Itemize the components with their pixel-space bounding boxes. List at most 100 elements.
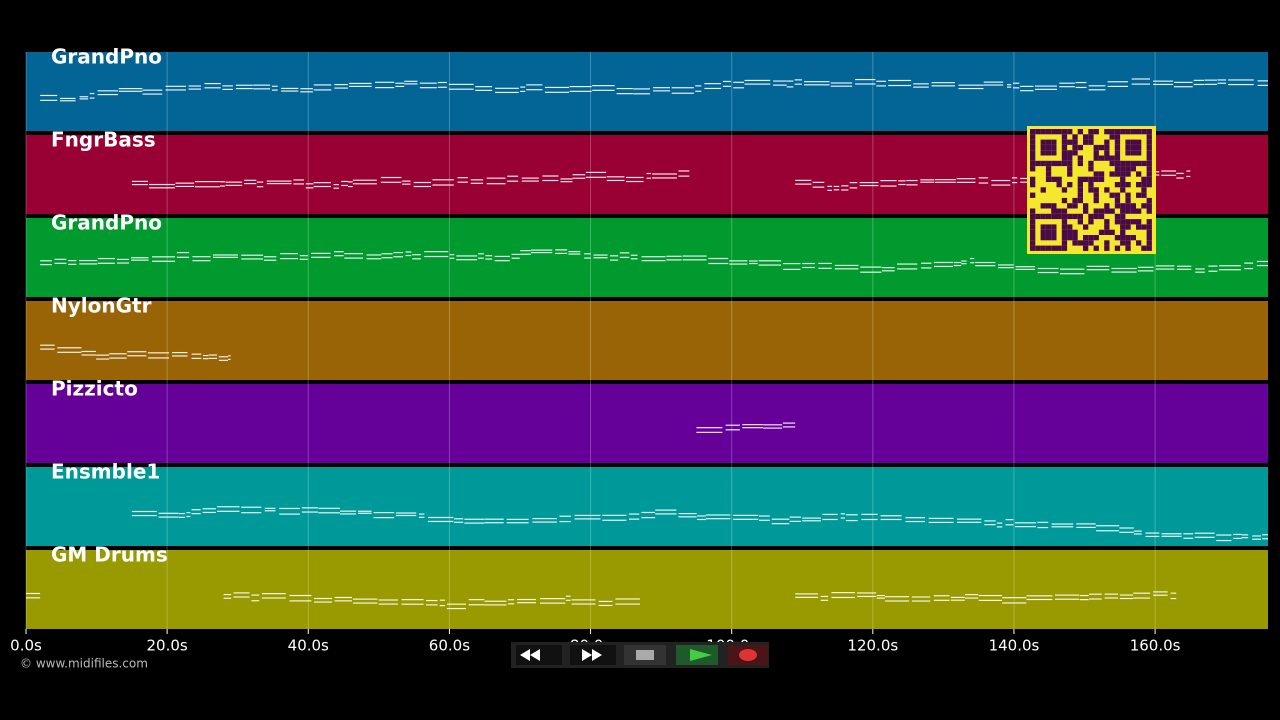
note: [602, 519, 627, 521]
qr-cell: [1040, 160, 1046, 167]
qr-cell: [1146, 134, 1152, 140]
track-name: NylonGtr: [51, 294, 152, 318]
qr-cell: [1098, 155, 1105, 161]
note: [965, 597, 979, 599]
qr-cell: [1056, 245, 1062, 251]
qr-cell: [1067, 166, 1073, 172]
note: [506, 518, 529, 520]
note: [96, 354, 110, 356]
qr-cell: [1114, 160, 1121, 167]
note: [978, 177, 989, 179]
note: [831, 592, 855, 594]
note: [1228, 83, 1254, 86]
note: [1131, 78, 1150, 80]
note: [178, 512, 186, 515]
qr-cell: [1077, 160, 1083, 167]
note: [1011, 177, 1018, 179]
note: [1133, 533, 1142, 535]
note: [380, 176, 402, 179]
note: [1161, 170, 1177, 172]
note: [913, 83, 929, 85]
qr-cell: [1072, 240, 1078, 246]
rewind-button[interactable]: [516, 645, 562, 665]
note: [652, 173, 677, 175]
note: [378, 603, 398, 605]
note: [454, 521, 464, 523]
note: [1086, 265, 1110, 267]
note: [305, 187, 314, 189]
qr-cell: [1109, 229, 1115, 235]
note: [559, 515, 571, 517]
note: [1195, 268, 1205, 270]
qr-cell: [1061, 150, 1068, 156]
play-button[interactable]: [676, 645, 718, 665]
qr-cell: [1104, 144, 1110, 151]
qr-cell: [1114, 171, 1121, 177]
note: [192, 260, 211, 262]
note: [439, 605, 446, 607]
note: [131, 183, 148, 186]
qr-cell: [1120, 203, 1126, 209]
note: [228, 358, 231, 360]
note: [773, 84, 787, 86]
qr-cell: [1141, 187, 1147, 193]
note: [1161, 535, 1182, 537]
record-button[interactable]: [728, 645, 768, 665]
note: [827, 189, 833, 191]
note: [633, 93, 651, 95]
stop-button[interactable]: [624, 645, 666, 665]
note: [697, 515, 706, 517]
note: [911, 600, 931, 602]
note: [606, 176, 625, 178]
note: [203, 354, 209, 357]
note: [555, 249, 568, 251]
note: [975, 261, 996, 264]
note: [619, 256, 630, 258]
note: [606, 179, 625, 182]
note: [313, 84, 332, 86]
qr-cell: [1104, 229, 1110, 235]
note: [191, 513, 201, 515]
note: [172, 351, 188, 354]
note-span: [131, 506, 1268, 542]
qr-cell: [1136, 129, 1142, 135]
qr-cell: [1098, 208, 1105, 214]
qr-cell: [1146, 224, 1152, 230]
note: [188, 88, 201, 90]
note: [880, 518, 902, 521]
note: [432, 179, 454, 181]
note: [241, 254, 264, 256]
note: [571, 603, 596, 605]
qr-cell: [1136, 171, 1142, 177]
qr-cell: [1030, 176, 1036, 182]
note: [521, 177, 539, 179]
forward-button[interactable]: [570, 645, 616, 665]
note: [478, 257, 484, 259]
qr-cell: [1067, 129, 1073, 135]
note: [313, 89, 332, 91]
qr-cell: [1109, 129, 1115, 135]
qr-cell: [1130, 160, 1136, 167]
note: [961, 263, 967, 265]
qr-cell: [1104, 245, 1110, 251]
note: [57, 347, 82, 349]
note: [1186, 170, 1191, 172]
note: [165, 89, 186, 91]
note: [881, 267, 895, 269]
note-span: [26, 592, 41, 599]
note: [655, 509, 677, 511]
note: [419, 87, 437, 89]
note: [616, 93, 633, 95]
note: [89, 97, 95, 99]
note: [97, 262, 115, 264]
qr-cell: [1067, 150, 1073, 156]
note: [1034, 88, 1057, 90]
note: [704, 83, 722, 85]
note: [705, 518, 731, 520]
note: [678, 516, 697, 518]
qr-cell: [1045, 166, 1052, 172]
qr-cell: [1114, 166, 1121, 172]
note: [849, 187, 858, 189]
note: [131, 514, 157, 517]
qr-cell: [1146, 155, 1152, 161]
